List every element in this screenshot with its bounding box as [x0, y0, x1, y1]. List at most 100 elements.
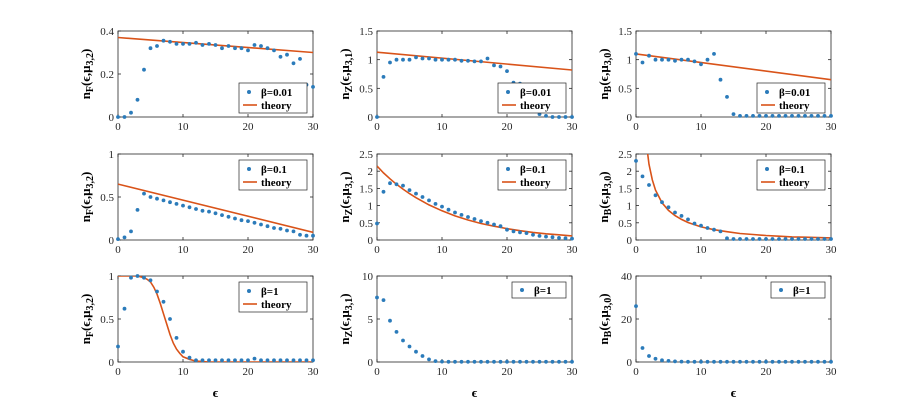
- data-point: [712, 359, 716, 364]
- x-tick-label: 10: [178, 121, 190, 133]
- data-point: [660, 57, 664, 62]
- data-point: [194, 358, 198, 363]
- data-point: [440, 204, 444, 209]
- data-point: [660, 358, 664, 363]
- data-point: [705, 359, 710, 364]
- data-point: [453, 57, 457, 62]
- data-point: [790, 237, 794, 241]
- y-axis-label-paren-a: (ϵ,μ: [337, 65, 352, 86]
- data-point: [783, 359, 788, 364]
- data-point: [207, 358, 211, 363]
- data-point: [803, 359, 807, 364]
- data-point: [207, 209, 211, 214]
- data-point: [757, 114, 762, 118]
- y-axis-label-paren-sub: 3,0: [603, 298, 614, 311]
- y-tick-label: 0.5: [100, 314, 114, 326]
- axes-box: [635, 30, 832, 118]
- data-point: [803, 237, 807, 241]
- data-point: [731, 112, 736, 116]
- y-axis-label-close: ): [596, 293, 611, 297]
- x-axis-label: ϵ: [213, 385, 219, 400]
- x-tick-label: 0: [115, 366, 121, 378]
- data-point: [446, 57, 451, 62]
- y-axis-label: nZ(ϵ,μ3,1): [337, 48, 355, 99]
- data-point: [524, 359, 529, 364]
- y-tick-label: 1.5: [618, 183, 632, 195]
- data-point: [492, 359, 496, 364]
- y-tick-label: 1: [109, 149, 115, 161]
- data-point: [304, 358, 309, 363]
- data-point: [155, 196, 159, 201]
- x-tick-label: 0: [633, 366, 639, 378]
- y-axis-label-main: n: [596, 92, 611, 100]
- data-point: [220, 46, 224, 51]
- y-axis-label-paren-a: (ϵ,μ: [596, 65, 611, 86]
- data-point: [252, 43, 257, 47]
- y-axis-label-main: n: [337, 337, 352, 345]
- data-point: [168, 200, 172, 205]
- data-point: [790, 114, 794, 118]
- data-point: [816, 114, 820, 118]
- legend-box: [756, 159, 826, 191]
- x-tick-label: 30: [826, 244, 838, 256]
- y-axis-label-sub: Z: [344, 208, 355, 215]
- data-point: [751, 237, 755, 241]
- data-point: [174, 202, 179, 206]
- theory-curve: [636, 53, 831, 81]
- data-point: [790, 359, 794, 364]
- data-point: [757, 237, 762, 241]
- y-axis-label-paren-a: (ϵ,μ: [337, 188, 352, 209]
- data-point: [764, 237, 768, 241]
- y-axis-label-paren-sub: 3,1: [344, 176, 355, 189]
- data-point: [647, 183, 651, 187]
- data-point: [692, 359, 697, 364]
- data-point: [544, 114, 548, 118]
- data-point: [640, 174, 645, 179]
- data-point: [783, 114, 788, 118]
- data-point: [809, 114, 814, 118]
- y-axis-label-paren-sub: 3,0: [603, 176, 614, 189]
- data-point: [187, 205, 192, 210]
- y-tick-label: 1: [368, 55, 374, 67]
- y-axis-label-main: n: [337, 92, 352, 100]
- y-axis-label: nZ(ϵ,μ3,1): [337, 171, 355, 222]
- y-axis-label-close: ): [78, 49, 93, 53]
- data-point: [298, 232, 302, 237]
- data-point: [420, 195, 425, 199]
- legend-marker-point: [506, 167, 510, 171]
- data-point: [265, 358, 270, 363]
- data-point: [485, 220, 490, 225]
- data-point: [570, 359, 574, 364]
- data-point: [433, 359, 438, 363]
- data-point: [725, 236, 729, 241]
- data-point: [777, 359, 781, 364]
- y-tick-label: 0: [109, 235, 115, 247]
- data-point: [381, 189, 386, 194]
- data-point: [796, 237, 801, 241]
- y-axis-label-sub: B: [603, 330, 614, 337]
- data-point: [738, 114, 742, 118]
- data-point: [660, 200, 664, 205]
- data-point: [705, 57, 710, 62]
- data-point: [161, 38, 166, 43]
- y-tick-label: 2.5: [618, 149, 632, 161]
- data-point: [129, 229, 133, 234]
- data-point: [446, 359, 451, 364]
- x-axis-label: ϵ: [472, 385, 478, 400]
- data-point: [155, 44, 159, 48]
- y-tick-label: 2: [627, 166, 633, 178]
- x-tick-label: 30: [826, 121, 838, 133]
- x-tick-label: 20: [761, 366, 773, 378]
- y-tick-label: 2: [368, 166, 374, 178]
- y-tick-label: 2.5: [359, 149, 373, 161]
- data-point: [809, 237, 814, 241]
- data-point: [770, 237, 775, 241]
- y-axis-label-main: n: [337, 215, 352, 223]
- data-point: [122, 115, 127, 119]
- data-point: [285, 358, 289, 363]
